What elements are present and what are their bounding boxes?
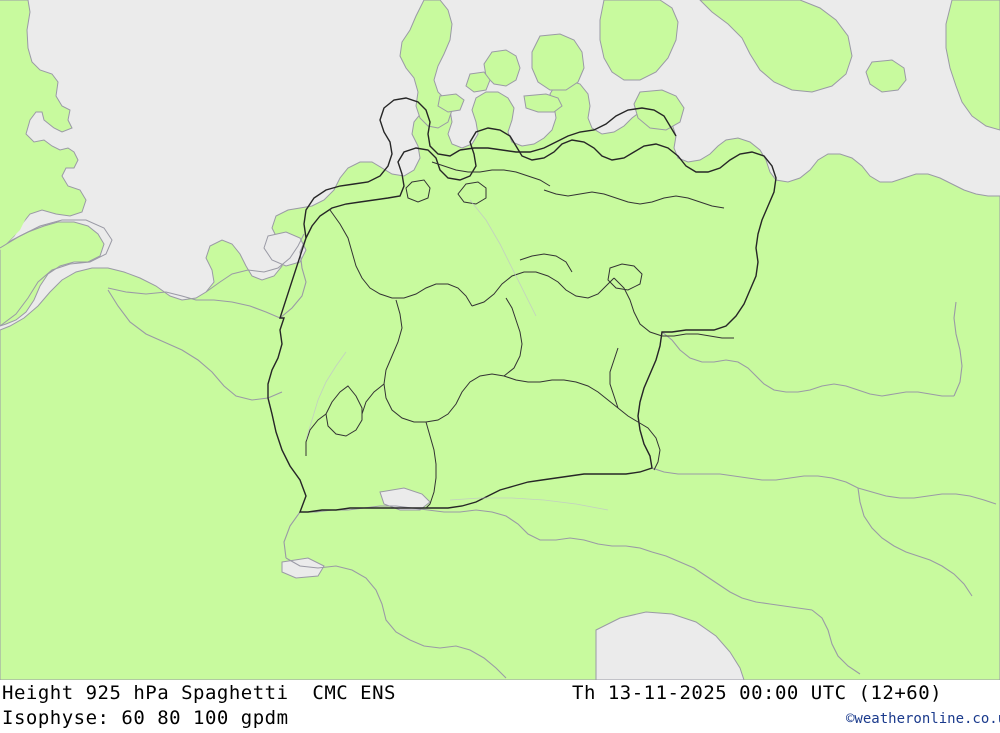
border-state-bw-bayern: [425, 421, 437, 509]
border-state-sachsen-thueringen: [609, 347, 619, 409]
land-denmark-small-2: [437, 93, 465, 113]
coastline-layer: [0, 219, 305, 327]
land-continental-europe: [0, 79, 1000, 680]
map-graphic: [0, 0, 1000, 680]
border-poland-east: [953, 301, 963, 397]
sea-ijsselmeer: [263, 231, 307, 267]
border-state-hamburg: [457, 181, 487, 205]
land-denmark-jutland: [399, 0, 453, 129]
border-czech-north: [797, 383, 954, 397]
border-state-brandenburg-sachsen: [613, 277, 734, 339]
border-czech-austria: [651, 467, 859, 489]
land-bornholm: [865, 59, 907, 93]
sea-lake-constance: [379, 487, 431, 511]
land-nw-upper: [0, 0, 30, 250]
border-state-mecklenburg-brandenburg: [543, 189, 725, 209]
border-state-bayern-east: [617, 407, 661, 471]
border-state-sachsen-anhalt-nds: [519, 253, 573, 273]
land-sweden-east: [699, 0, 853, 93]
border-germany-baltic-coast: [459, 107, 677, 153]
border-state-rlp-bw: [361, 383, 385, 415]
sea-adriatic: [595, 611, 745, 680]
border-germany-outline: [267, 127, 777, 513]
copyright-label[interactable]: ©weatheronline.co.uk: [846, 711, 1000, 727]
footer-valid-datetime: Th 13-11-2025 00:00 UTC (12+60): [572, 682, 943, 704]
border-belgium-france: [107, 289, 283, 401]
border-slovakia-hungary: [857, 487, 997, 505]
river-rhine: [305, 351, 347, 441]
border-state-rlp-saar: [325, 385, 363, 437]
border-state-bremen: [405, 179, 431, 203]
border-germany-north-coast: [303, 97, 461, 239]
border-france-switzerland: [285, 557, 411, 641]
footer-isopleth-levels: Isophyse: 60 80 100 gpdm: [2, 707, 289, 729]
border-austria-italy: [651, 551, 813, 611]
waterway-layer: [305, 199, 609, 511]
border-state-niedersachsen-sachsenanhalt: [471, 271, 615, 307]
river-danube: [449, 497, 609, 511]
land-great-britain: [0, 0, 87, 249]
land-denmark-fyn: [483, 49, 521, 87]
river-elbe: [469, 199, 537, 317]
border-belgium-netherlands: [107, 287, 281, 319]
land-ruegen: [633, 89, 685, 131]
land-baltic-east: [945, 0, 1000, 131]
inland-sea-layer: [263, 231, 745, 680]
border-czech-west: [661, 331, 798, 393]
border-state-nrw-niedersachsen: [329, 209, 473, 307]
border-switzerland-italy: [409, 639, 507, 679]
border-hungary-west: [857, 487, 973, 597]
german-state-border-layer: [305, 161, 734, 509]
german-national-border-layer: [267, 97, 777, 513]
coastline-north-sea: [0, 219, 113, 327]
border-netherlands-germany: [279, 237, 307, 319]
coastline-netherlands: [205, 233, 305, 293]
land-south-sweden: [599, 0, 679, 81]
map-canvas[interactable]: [0, 0, 1000, 680]
border-austria-slovenia: [811, 609, 861, 675]
land-denmark-lolland: [523, 93, 563, 113]
sea-lake-geneva: [281, 557, 325, 579]
land-denmark-small-1: [465, 71, 491, 93]
border-state-thueringen: [503, 297, 523, 377]
border-state-hessen-west: [383, 299, 505, 423]
footer-title: Height 925 hPa Spaghetti CMC ENS: [2, 682, 396, 704]
border-state-brandenburg-berlin: [607, 263, 643, 291]
border-state-schleswig-holstein: [431, 161, 551, 187]
border-state-saarland-france: [305, 413, 327, 456]
landmass-layer: [0, 0, 1000, 680]
border-state-thueringen-bayern: [503, 375, 619, 409]
land-denmark-zealand: [531, 33, 585, 91]
map-footer: Height 925 hPa Spaghetti CMC ENS Isophys…: [0, 680, 1000, 733]
